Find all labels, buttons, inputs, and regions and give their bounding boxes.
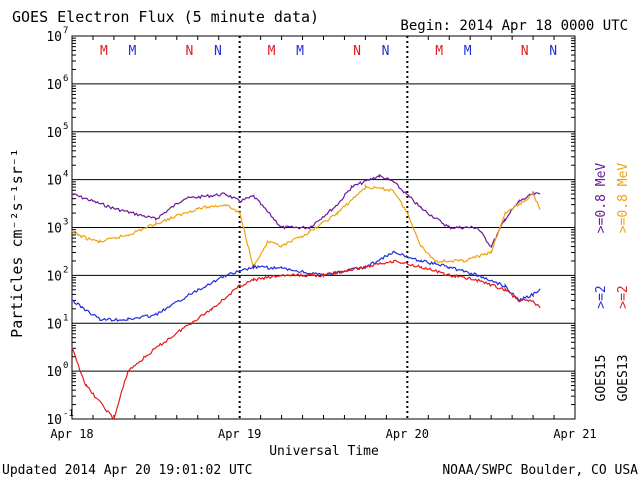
x-tick-label: Apr 19 xyxy=(218,427,261,441)
y-tick-exponent: 4 xyxy=(63,170,68,180)
y-tick-label: 10 xyxy=(46,365,62,380)
y-axis-label: Particles cm⁻²s⁻¹sr⁻¹ xyxy=(8,148,26,338)
marker-m: M xyxy=(435,44,443,59)
y-tick-label: 10 xyxy=(46,78,62,93)
y-tick-exponent: 0 xyxy=(63,361,68,371)
x-tick-label: Apr 20 xyxy=(386,427,429,441)
marker-m: M xyxy=(464,44,472,59)
legend-goes13: GOES13 xyxy=(616,355,631,402)
y-tick-label: 10 xyxy=(46,126,62,141)
series-line-2 xyxy=(71,250,541,322)
x-axis-ticks: Apr 18 Apr 19 Apr 20 Apr 21 xyxy=(50,36,597,441)
y-tick-label: 10 xyxy=(46,269,62,284)
marker-n: N xyxy=(353,44,361,59)
legend-goes15: GOES15 xyxy=(594,355,609,402)
updated-timestamp: Updated 2014 Apr 20 19:01:02 UTC xyxy=(2,463,252,478)
marker-m: M xyxy=(100,44,108,59)
y-tick-exponent: 3 xyxy=(63,218,68,228)
day-dividers xyxy=(238,36,409,419)
legend-goes13-08mev: >=0.8 MeV xyxy=(616,163,631,234)
y-tick-exponent: 5 xyxy=(63,122,68,132)
y-tick-label: 10 xyxy=(46,222,62,237)
grid-lines xyxy=(72,83,575,372)
series-line-0 xyxy=(71,173,541,248)
marker-n: N xyxy=(549,44,557,59)
x-axis-label: Universal Time xyxy=(269,444,379,459)
y-tick-label: 10 xyxy=(46,30,62,45)
marker-n: N xyxy=(185,44,193,59)
y-tick-label: 10 xyxy=(46,317,62,332)
chart-title: GOES Electron Flux (5 minute data) xyxy=(12,8,319,26)
x-tick-label: Apr 21 xyxy=(553,427,596,441)
begin-time-label: Begin: 2014 Apr 18 0000 UTC xyxy=(400,18,628,34)
data-series xyxy=(71,173,541,421)
y-tick-label: 10 xyxy=(46,174,62,189)
y-tick-exponent: 1 xyxy=(63,313,68,323)
legend-goes13-2mev: >=2 xyxy=(616,285,631,308)
y-tick-label: 10 xyxy=(46,413,62,428)
legend-goes15-2mev: >=2 xyxy=(594,285,609,308)
marker-m: M xyxy=(128,44,136,59)
marker-n: N xyxy=(521,44,529,59)
series-line-1 xyxy=(71,183,541,269)
legend: GOES15 GOES13 >=2 >=2 >=0.8 MeV >=0.8 Me… xyxy=(594,163,631,402)
source-label: NOAA/SWPC Boulder, CO USA xyxy=(442,463,638,478)
marker-n: N xyxy=(214,44,222,59)
y-tick-exponent: 2 xyxy=(63,265,68,275)
marker-m: M xyxy=(268,44,276,59)
y-tick-exponent: 6 xyxy=(63,74,68,84)
marker-n: N xyxy=(382,44,390,59)
marker-m: M xyxy=(296,44,304,59)
legend-goes15-08mev: >=0.8 MeV xyxy=(594,163,609,234)
x-tick-label: Apr 18 xyxy=(50,427,93,441)
y-tick-exponent: -1 xyxy=(63,409,74,419)
y-tick-exponent: 7 xyxy=(63,26,68,36)
series-line-3 xyxy=(71,259,541,421)
